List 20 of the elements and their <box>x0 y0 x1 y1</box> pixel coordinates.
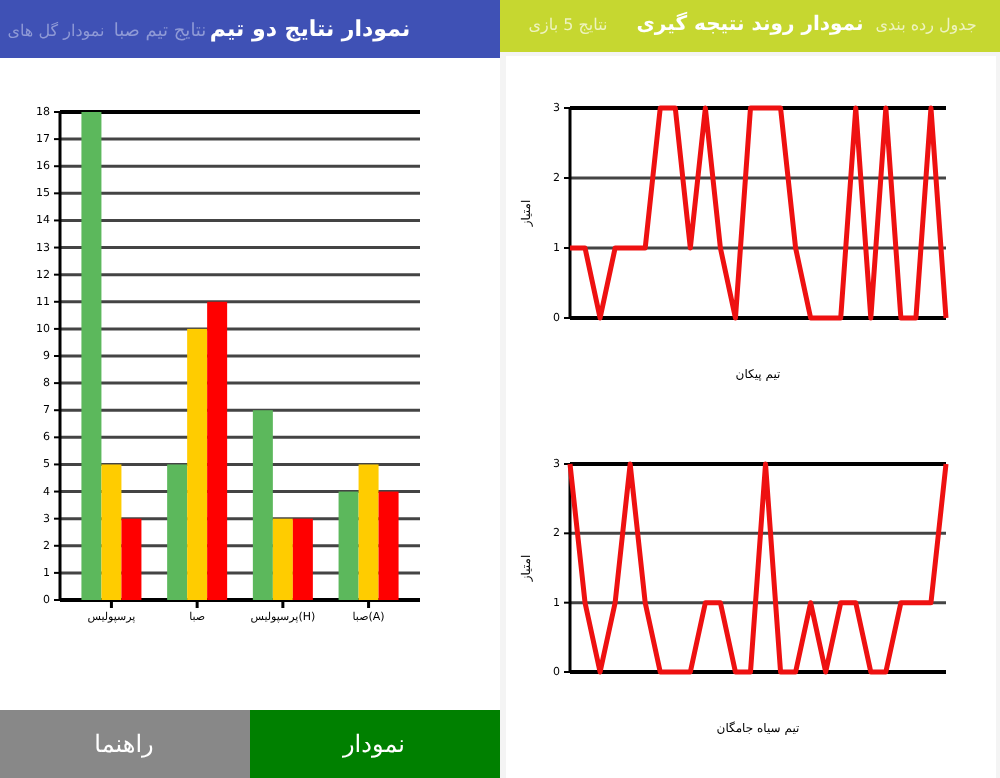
bar <box>272 518 293 600</box>
bar <box>187 328 208 600</box>
text: جدول رده بندی <box>875 16 977 34</box>
bar <box>81 112 102 600</box>
chart-title: نمودار نتایج دو تیم <box>209 16 411 42</box>
bar <box>252 410 273 600</box>
text: نمودار گل های <box>7 20 105 40</box>
bar <box>378 491 399 600</box>
bar <box>358 464 379 600</box>
bar <box>292 518 313 600</box>
bar <box>207 301 228 600</box>
chart-title: نمودار روند نتیجه گیری <box>636 10 864 36</box>
text: نتایج تیم صبا <box>113 22 207 42</box>
bar <box>338 491 359 600</box>
text: نمودار <box>341 730 405 758</box>
text: نتایج 5 بازی <box>528 16 608 34</box>
bar <box>121 518 142 600</box>
bar <box>167 464 188 600</box>
text: راهنما <box>94 730 155 758</box>
bar <box>101 464 122 600</box>
